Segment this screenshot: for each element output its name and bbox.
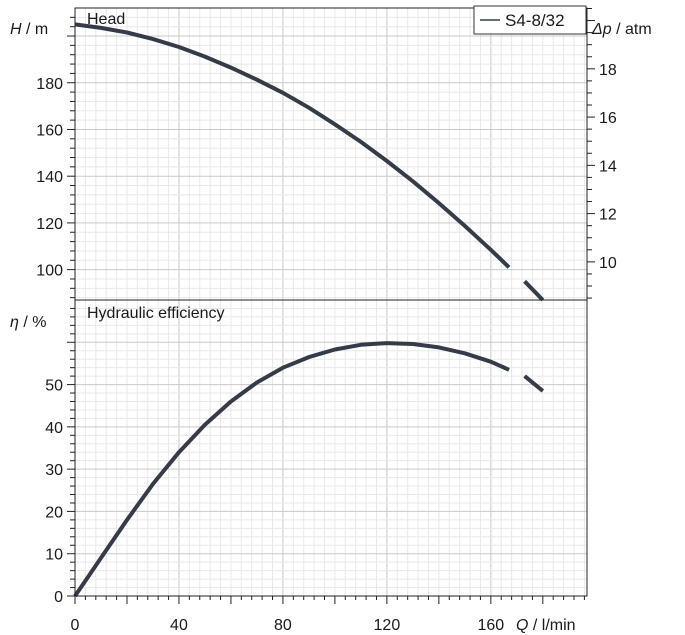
- efficiency-curve-extrapolated: [523, 374, 545, 393]
- efficiency-tick-label: 50: [45, 378, 63, 395]
- pressure-tick-label: 18: [599, 62, 617, 79]
- flow-x-symbol: Q: [516, 617, 528, 634]
- efficiency-tick-label: 20: [45, 504, 63, 521]
- plot-frame: [74, 7, 588, 597]
- head-panel-title: Head: [87, 11, 125, 28]
- flow-tick-label: 160: [477, 617, 504, 634]
- head-tick-label: 100: [36, 263, 63, 280]
- flow-tick-label: 120: [374, 617, 401, 634]
- head-curve-extrapolated: [523, 279, 545, 302]
- pressure-tick-label: 10: [599, 255, 617, 272]
- efficiency-tick-label: 30: [45, 462, 63, 479]
- flow-tick-label: 80: [274, 617, 292, 634]
- legend: S4-8/32: [473, 5, 587, 35]
- head-y-unit: / m: [22, 21, 49, 38]
- efficiency-tick-label: 0: [54, 589, 63, 606]
- efficiency-tick-label: 10: [45, 547, 63, 564]
- pressure-y-axis-label: Δp / atm: [591, 21, 652, 38]
- head-tick-label: 140: [36, 169, 63, 186]
- head-tick-label: 160: [36, 122, 63, 139]
- head-tick-label: 120: [36, 216, 63, 233]
- efficiency-tick-label: 40: [45, 420, 63, 437]
- head-tick-label: 180: [36, 76, 63, 93]
- head-y-axis-label: H / m: [10, 21, 48, 38]
- efficiency-curve: [73, 341, 510, 598]
- pressure-tick-label: 14: [599, 158, 617, 175]
- flow-x-axis-label: Q / l/min: [516, 617, 576, 634]
- head-y-symbol: H: [10, 21, 22, 38]
- efficiency-panel-title: Hydraulic efficiency: [87, 305, 225, 322]
- efficiency-y-symbol: η: [10, 314, 19, 331]
- efficiency-y-axis-label: η / %: [10, 314, 46, 331]
- flow-x-unit: / l/min: [528, 617, 575, 634]
- grid-layer: [74, 7, 587, 597]
- flow-tick-label: 0: [71, 617, 80, 634]
- curve-layer: [73, 22, 545, 598]
- legend-label: S4-8/32: [505, 11, 565, 30]
- pressure-tick-label: 16: [599, 110, 617, 127]
- pressure-y-unit: / atm: [612, 21, 652, 38]
- pressure-y-symbol: Δp: [591, 21, 612, 38]
- flow-tick-label: 40: [170, 617, 188, 634]
- efficiency-y-unit: / %: [19, 314, 47, 331]
- head-curve: [74, 22, 511, 269]
- pressure-tick-label: 12: [599, 207, 617, 224]
